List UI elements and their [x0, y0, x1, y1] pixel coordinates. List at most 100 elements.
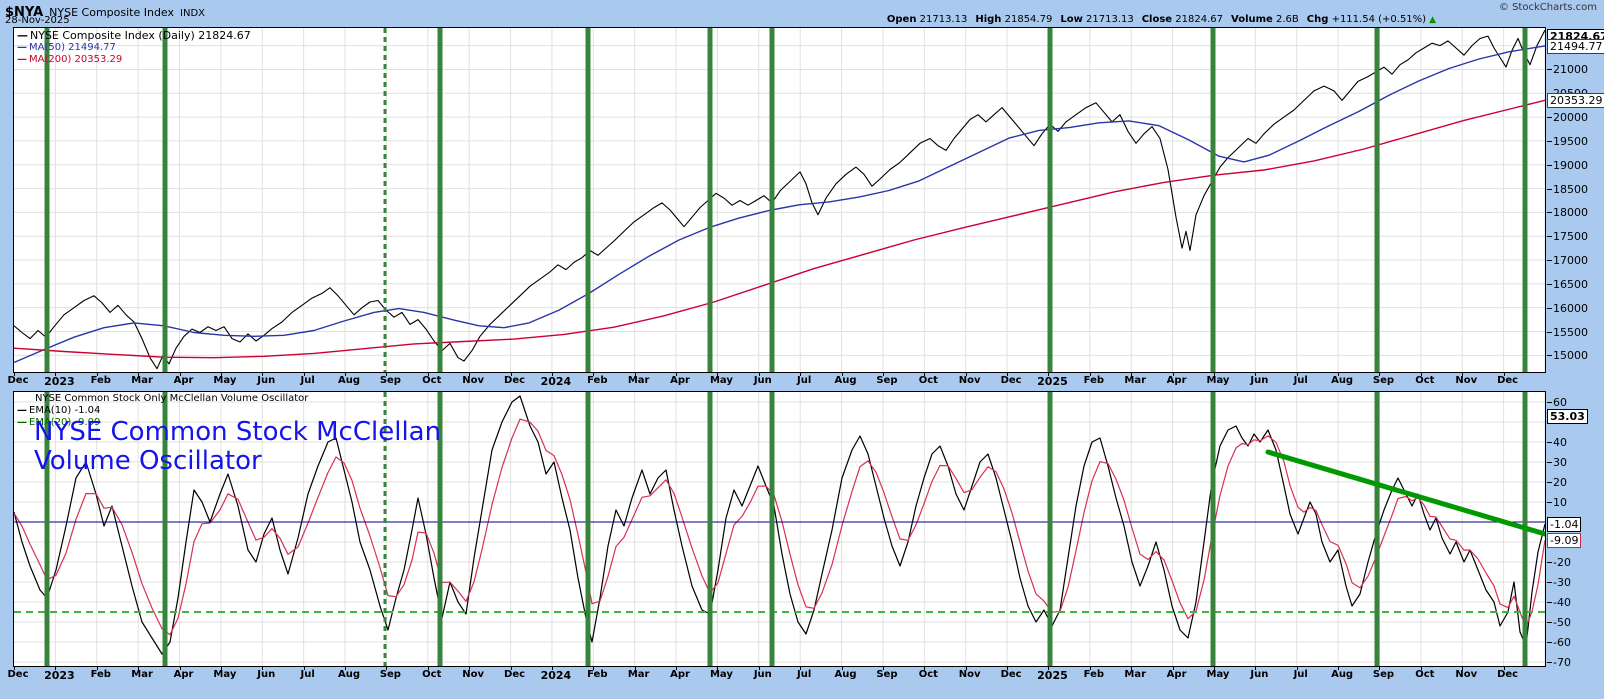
month-label: Dec — [504, 669, 526, 680]
month-label: Oct — [1415, 669, 1435, 680]
month-label: Jul — [300, 375, 315, 386]
month-label: May — [213, 375, 237, 386]
month-label: 2024 — [540, 375, 572, 388]
ticker-symbol: $NYA — [5, 5, 44, 20]
month-label: Jun — [1250, 375, 1269, 386]
month-label: Aug — [1331, 669, 1354, 680]
month-tick — [510, 373, 512, 376]
month-label: Mar — [131, 375, 153, 386]
quote-label: Volume — [1231, 14, 1273, 25]
legend-swatch: — — [17, 54, 27, 65]
month-tick — [345, 373, 347, 376]
legend-swatch: — — [17, 42, 27, 53]
y-axis-tick — [1547, 307, 1552, 309]
price-chart-plot — [14, 28, 1545, 372]
month-tick — [924, 373, 926, 376]
month-tick — [717, 373, 719, 376]
quote-value: 21824.67 — [1172, 14, 1223, 25]
quote-value: 21713.13 — [916, 14, 968, 25]
month-label: Feb — [1083, 669, 1105, 680]
y-axis-label: 17000 — [1553, 254, 1588, 268]
month-label: Nov — [462, 375, 485, 386]
month-tick — [179, 373, 181, 376]
month-label: Jul — [1293, 375, 1308, 386]
legend-label: NYSE Composite Index (Daily) 21824.67 — [30, 29, 251, 42]
month-tick — [800, 373, 802, 376]
month-tick — [676, 667, 678, 670]
month-label: Oct — [918, 375, 938, 386]
y-axis-label: 60 — [1553, 396, 1567, 409]
quote-label: High — [975, 14, 1002, 25]
month-tick — [1462, 373, 1464, 376]
month-tick — [841, 667, 843, 670]
month-label: Nov — [958, 375, 981, 386]
y-axis-label: -40 — [1553, 596, 1571, 609]
y-axis-tick — [1547, 462, 1552, 463]
month-tick — [551, 373, 553, 376]
month-label: Aug — [338, 669, 361, 680]
copyright-notice: © StockCharts.com — [1498, 2, 1597, 13]
month-tick — [220, 667, 222, 670]
month-label: Dec — [1000, 375, 1022, 386]
month-tick — [1379, 667, 1381, 670]
legend-swatch: — — [17, 29, 28, 42]
month-label: Jun — [257, 669, 276, 680]
quote-value: 21713.13 — [1082, 14, 1134, 25]
y-axis-label: 15500 — [1553, 325, 1588, 339]
price-panel: — NYSE Composite Index (Daily) 21824.67— M… — [13, 27, 1546, 373]
month-label: Oct — [422, 669, 442, 680]
month-tick — [510, 667, 512, 670]
y-axis-label: -30 — [1553, 576, 1571, 589]
month-tick — [1338, 373, 1340, 376]
quote-label: Chg — [1306, 14, 1329, 25]
month-tick — [55, 667, 57, 670]
instrument-name: NYSE Composite Index — [49, 6, 175, 19]
y-axis-label: 16500 — [1553, 277, 1588, 291]
month-label: Jul — [797, 669, 812, 680]
y-axis-label: 18500 — [1553, 182, 1588, 196]
y-axis-tick — [1547, 642, 1552, 643]
legend-item: — NYSE Composite Index (Daily) 21824.67 — [17, 29, 251, 42]
month-tick — [882, 667, 884, 670]
x-axis-months-bottom: Dec 2023 Feb Mar Apr May Jun Jul Aug Sep Oct Nov Dec… — [7, 667, 1546, 683]
y-axis-tick — [1547, 662, 1552, 663]
month-tick — [220, 373, 222, 376]
month-label: Aug — [1331, 375, 1354, 386]
month-label: Aug — [338, 375, 361, 386]
y-axis-tick — [1547, 117, 1552, 119]
month-tick — [758, 667, 760, 670]
y-axis-label: 18000 — [1553, 206, 1588, 220]
oscillator-panel: NYSE Common Stock Only McClellan Volume … — [13, 391, 1546, 667]
month-tick — [55, 373, 57, 376]
month-label: Aug — [834, 375, 857, 386]
month-tick — [800, 667, 802, 670]
legend-item: — EMA(20) -9.09 — [17, 417, 308, 429]
month-label: May — [709, 375, 733, 386]
month-label: May — [213, 669, 237, 680]
month-tick — [427, 373, 429, 376]
month-tick — [179, 667, 181, 670]
quote-value: +111.54 (+0.51%) — [1328, 14, 1427, 25]
month-label: Sep — [379, 669, 401, 680]
month-tick — [262, 667, 264, 670]
y-axis-tick — [1547, 260, 1552, 262]
month-tick — [469, 373, 471, 376]
month-tick — [841, 373, 843, 376]
month-label: Dec — [1497, 669, 1519, 680]
month-label: May — [1206, 375, 1230, 386]
month-label: Jul — [300, 669, 315, 680]
month-tick — [924, 667, 926, 670]
month-label: Jun — [257, 375, 276, 386]
price-tag: -1.04 — [1547, 517, 1582, 533]
month-tick — [1379, 373, 1381, 376]
change-up-arrow-icon: ▲ — [1429, 15, 1436, 25]
month-tick — [593, 667, 595, 670]
month-label: Oct — [918, 669, 938, 680]
quote-label: Close — [1141, 14, 1173, 25]
legend-swatch: — — [17, 417, 27, 428]
month-tick — [386, 667, 388, 670]
month-tick — [1296, 667, 1298, 670]
price-tag: 53.03 — [1547, 408, 1588, 424]
month-tick — [1462, 667, 1464, 670]
month-label: Dec — [504, 375, 526, 386]
